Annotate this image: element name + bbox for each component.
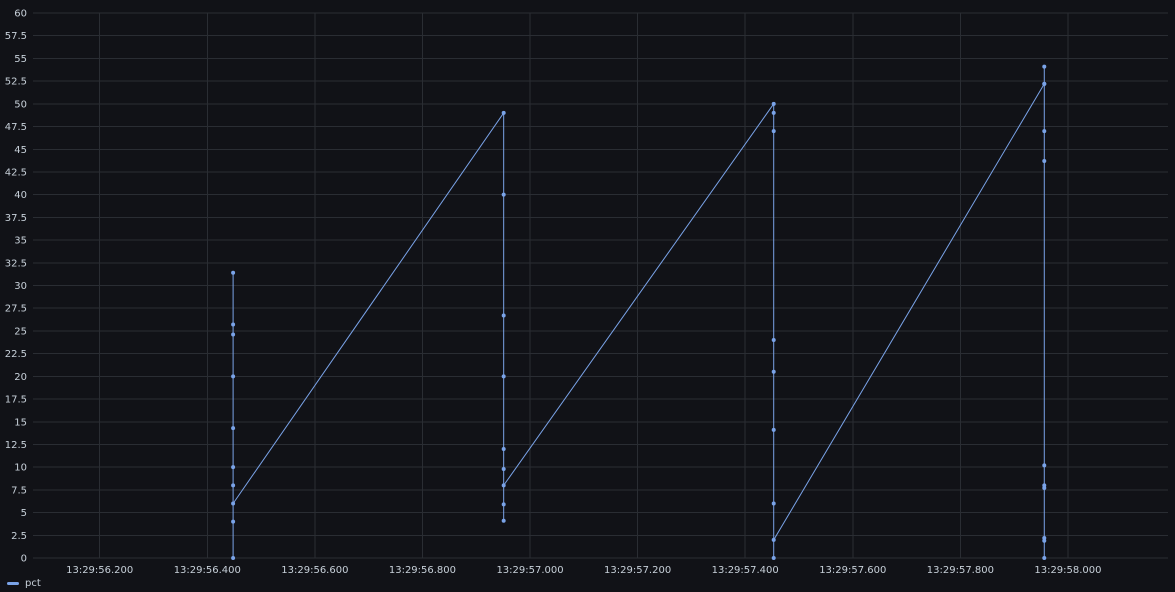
- x-tick-label: 13:29:57.800: [927, 565, 994, 575]
- x-tick-label: 13:29:57.200: [604, 565, 671, 575]
- y-tick-label: 52.5: [5, 77, 27, 88]
- data-point: [771, 110, 776, 115]
- data-point: [501, 466, 506, 471]
- y-tick-label: 27.5: [5, 304, 27, 315]
- data-point: [231, 483, 236, 488]
- data-point: [231, 426, 236, 431]
- y-tick-label: 32.5: [5, 258, 27, 269]
- data-point: [501, 447, 506, 451]
- y-tick-label: 5: [21, 508, 27, 519]
- y-tick-label: 12.5: [5, 440, 27, 451]
- data-point: [1042, 556, 1047, 560]
- x-tick-label: 13:29:57.600: [819, 565, 886, 575]
- data-point: [1042, 129, 1047, 134]
- data-point: [231, 519, 236, 524]
- y-tick-label: 2.5: [11, 531, 27, 542]
- data-point: [231, 556, 236, 560]
- y-tick-label: 57.5: [5, 31, 27, 42]
- data-point: [231, 501, 236, 506]
- y-tick-label: 40: [14, 190, 27, 201]
- y-tick-label: 22.5: [5, 349, 27, 360]
- y-tick-label: 10: [14, 463, 27, 474]
- y-tick-label: 50: [14, 99, 27, 110]
- data-point: [501, 518, 506, 523]
- data-point: [501, 502, 506, 507]
- data-point: [1042, 463, 1047, 468]
- data-point: [1042, 64, 1047, 69]
- x-tick-label: 13:29:57.400: [712, 565, 779, 575]
- legend[interactable]: pct: [7, 576, 41, 590]
- y-tick-label: 15: [14, 417, 27, 428]
- data-point: [771, 556, 776, 560]
- data-point: [771, 501, 776, 506]
- data-point: [501, 374, 506, 379]
- data-point: [771, 101, 776, 106]
- data-point: [231, 465, 236, 470]
- y-tick-label: 7.5: [11, 485, 27, 496]
- data-point: [1042, 159, 1047, 164]
- data-point: [1042, 81, 1047, 86]
- y-tick-label: 55: [14, 54, 27, 65]
- legend-label-pct: pct: [25, 577, 41, 589]
- y-tick-label: 37.5: [5, 213, 27, 224]
- data-point: [231, 322, 236, 327]
- data-point: [501, 313, 506, 318]
- y-tick-label: 35: [14, 236, 27, 247]
- x-tick-label: 13:29:56.600: [281, 565, 348, 575]
- x-tick-label: 13:29:58.000: [1034, 565, 1101, 575]
- y-tick-label: 17.5: [5, 395, 27, 406]
- y-tick-label: 30: [14, 281, 27, 292]
- data-point: [771, 537, 776, 542]
- series-line-pct: [232, 66, 1045, 559]
- y-tick-label: 0: [21, 554, 27, 565]
- y-tick-label: 25: [14, 326, 27, 337]
- x-tick-label: 13:29:56.200: [66, 565, 133, 575]
- y-tick-label: 47.5: [5, 122, 27, 133]
- x-tick-label: 13:29:56.400: [174, 565, 241, 575]
- data-point: [1042, 486, 1047, 491]
- x-tick-label: 13:29:56.800: [389, 565, 456, 575]
- data-point: [501, 192, 506, 197]
- y-tick-label: 42.5: [5, 167, 27, 178]
- data-point: [1042, 538, 1047, 543]
- data-point: [771, 427, 776, 432]
- y-tick-label: 20: [14, 372, 27, 383]
- y-tick-label: 45: [14, 145, 27, 156]
- data-point: [771, 129, 776, 134]
- data-point: [231, 374, 236, 379]
- legend-swatch: [7, 581, 19, 585]
- x-tick-label: 13:29:57.000: [496, 565, 563, 575]
- y-tick-label: 60: [14, 9, 27, 20]
- data-point: [771, 369, 776, 374]
- data-point: [231, 270, 236, 275]
- data-point: [771, 338, 776, 342]
- data-point: [501, 483, 506, 488]
- grid-lines: [33, 12, 1168, 559]
- data-point: [501, 110, 506, 115]
- data-point: [231, 332, 236, 337]
- chart-plot: 02.557.51012.51517.52022.52527.53032.535…: [5, 9, 1168, 575]
